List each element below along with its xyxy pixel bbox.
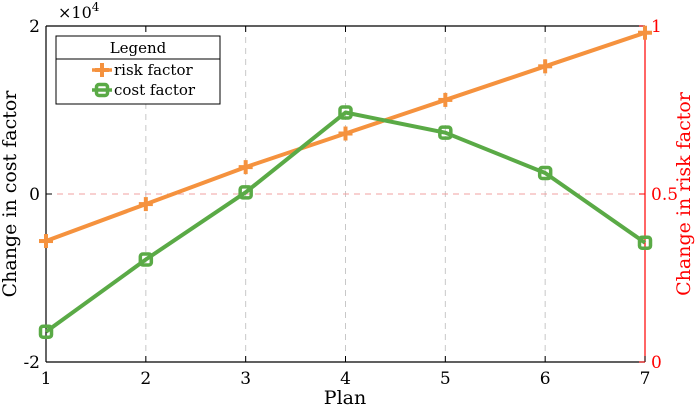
cost-factor-line [44, 110, 647, 334]
legend: Legend risk factor cost factor [55, 35, 221, 105]
x-tick-label: 2 [140, 369, 151, 389]
cost-factor-point [238, 185, 253, 200]
left-axis-exponent: ×104 [58, 0, 100, 22]
risk-factor-point [538, 59, 553, 74]
risk-factor-point [338, 126, 353, 141]
risk-factor-point [438, 92, 453, 107]
risk-factor-point [638, 25, 652, 40]
exponent-base: ×10 [58, 3, 92, 22]
legend-box [55, 35, 221, 105]
left-tick-label: 2 [29, 17, 40, 37]
axes-layer [45, 25, 646, 363]
x-tick-label: 7 [640, 369, 651, 389]
risk-factor-point [138, 197, 153, 212]
left-tick-label: 0 [29, 185, 40, 205]
cost-factor-point [38, 324, 54, 340]
legend-label-risk-factor: risk factor [114, 61, 193, 79]
legend-marker-risk-factor [95, 63, 109, 77]
legend-label-cost-factor: cost factor [114, 81, 196, 99]
risk-factor-point [238, 160, 253, 175]
right-tick-label: 0.5 [651, 185, 678, 205]
x-tick-label: 6 [540, 369, 551, 389]
cost-factor-point [138, 252, 154, 267]
legend-marker-cost-factor [94, 82, 110, 98]
series-layer [38, 25, 653, 340]
cost-factor-point [338, 105, 353, 120]
x-axis-title: Plan [324, 387, 366, 408]
x-tick-label: 3 [240, 369, 251, 389]
legend-title: Legend [110, 39, 167, 57]
grid-layer [46, 26, 645, 362]
tick-labels: 1 2 3 4 5 6 7 -2 0 2 0 0.5 1 [23, 17, 678, 389]
risk-factor-point [39, 234, 53, 249]
left-tick-label: -2 [23, 353, 40, 373]
cost-factor-point [438, 125, 453, 140]
right-y-axis-title: Change in risk factor [673, 91, 695, 296]
right-tick-label: 0 [651, 353, 662, 373]
x-tick-label: 1 [41, 369, 52, 389]
x-tick-label: 5 [440, 369, 451, 389]
exponent-power: 4 [92, 0, 100, 14]
x-tick-label: 4 [340, 369, 351, 389]
legend-entries: risk factor cost factor [92, 61, 196, 99]
left-y-axis-title: Change in cost factor [0, 90, 21, 298]
right-tick-label: 1 [651, 17, 662, 37]
cost-factor-point [637, 235, 653, 250]
cost-factor-point [537, 165, 553, 181]
